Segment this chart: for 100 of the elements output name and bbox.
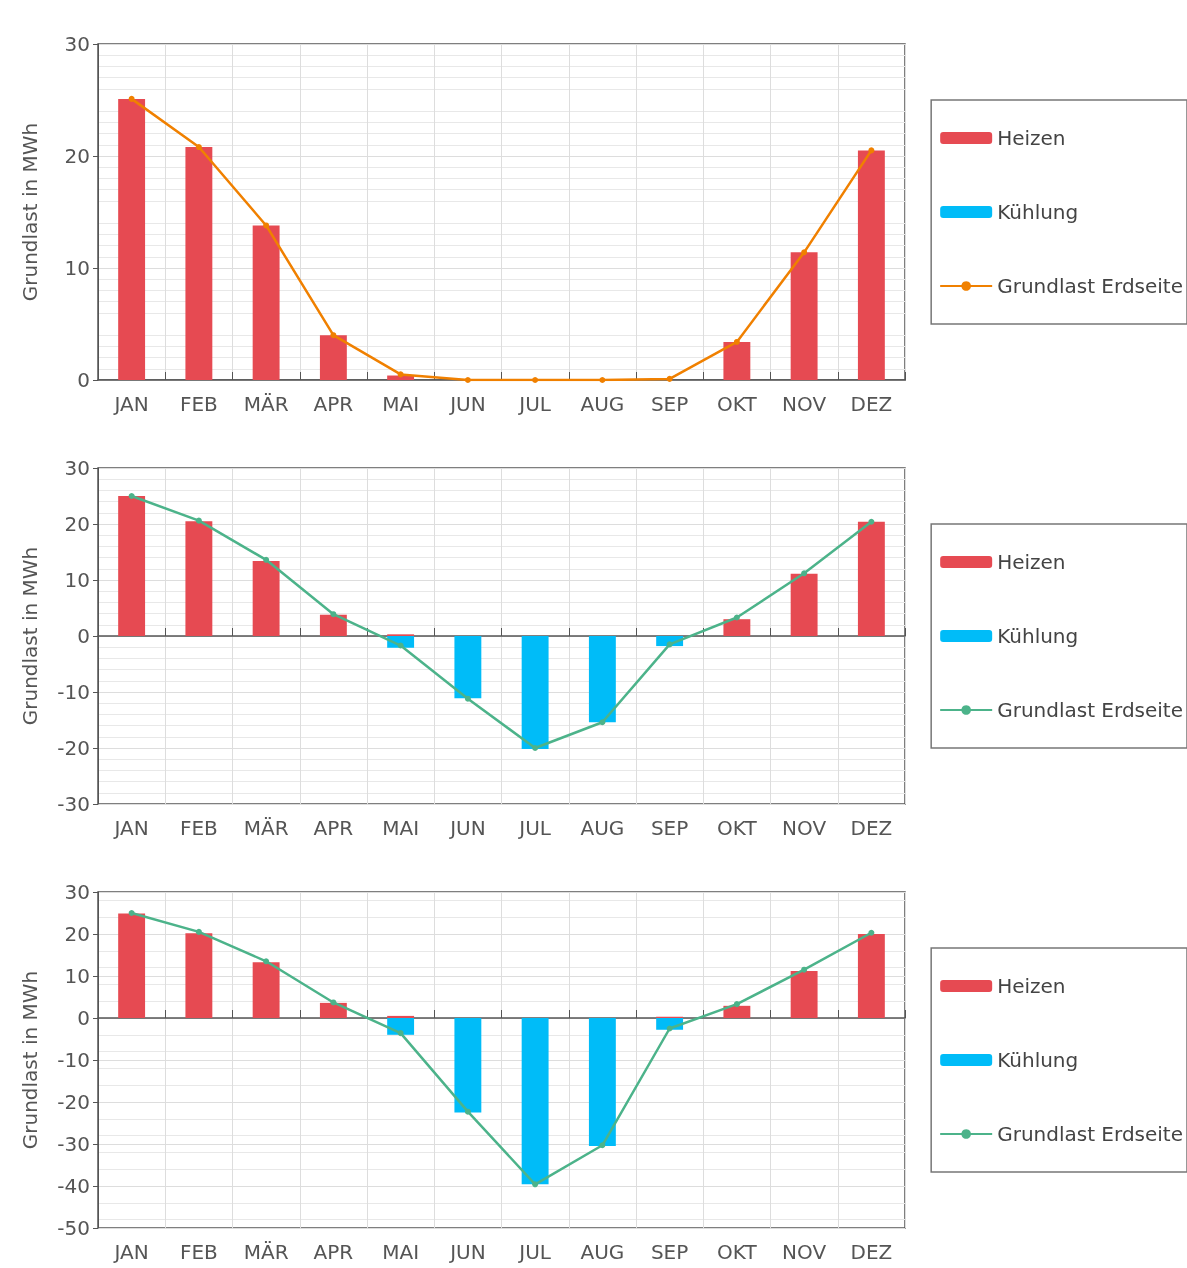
x-tick-label: JUN bbox=[448, 1240, 486, 1264]
point bbox=[263, 556, 270, 563]
legend-label: Kühlung bbox=[997, 200, 1079, 224]
y-tick-label: -10 bbox=[57, 680, 90, 704]
y-tick-label: 20 bbox=[64, 512, 90, 536]
point bbox=[195, 144, 202, 151]
bar bbox=[588, 1018, 616, 1147]
bar bbox=[723, 1005, 751, 1018]
y-tick-label: 10 bbox=[64, 964, 90, 988]
x-tick-label: FEB bbox=[179, 816, 218, 840]
bar bbox=[857, 934, 885, 1018]
bar bbox=[185, 521, 213, 636]
y-tick-label: -10 bbox=[57, 1048, 90, 1072]
point bbox=[599, 377, 606, 383]
x-tick-label: JUL bbox=[517, 1240, 552, 1264]
bar bbox=[857, 150, 885, 380]
x-tick-label: MÄR bbox=[243, 816, 289, 840]
bar bbox=[118, 496, 146, 636]
x-tick-label: JAN bbox=[112, 1240, 149, 1264]
legend-label: Heizen bbox=[997, 550, 1066, 574]
y-tick-label: 0 bbox=[77, 1006, 90, 1030]
x-tick-label: NOV bbox=[782, 816, 827, 840]
point bbox=[397, 1030, 404, 1037]
bar bbox=[790, 252, 818, 380]
x-tick-label: DEZ bbox=[850, 816, 893, 840]
y-tick-label: 10 bbox=[64, 256, 90, 280]
x-tick-label: MÄR bbox=[243, 392, 289, 416]
point bbox=[801, 249, 808, 256]
point bbox=[464, 1108, 471, 1115]
point bbox=[195, 517, 202, 524]
bar bbox=[185, 933, 213, 1018]
x-tick-label: NOV bbox=[782, 1240, 827, 1264]
bar bbox=[521, 636, 549, 750]
y-axis-title: Grundlast in MWh bbox=[18, 546, 42, 726]
bar bbox=[252, 962, 280, 1018]
x-tick-label: FEB bbox=[179, 1240, 218, 1264]
x-tick-label: MAI bbox=[382, 392, 420, 416]
legend-label: Grundlast Erdseite bbox=[997, 274, 1184, 298]
y-axis-title: Grundlast in MWh bbox=[18, 122, 42, 302]
y-tick-label: -20 bbox=[57, 1090, 90, 1114]
x-tick-label: APR bbox=[313, 1240, 354, 1264]
y-axis-title: Grundlast in MWh bbox=[18, 970, 42, 1150]
y-tick-label: 20 bbox=[64, 144, 90, 168]
y-tick-label: -30 bbox=[57, 792, 90, 816]
x-tick-label: DEZ bbox=[850, 392, 893, 416]
point bbox=[599, 719, 606, 726]
point bbox=[868, 147, 875, 154]
x-tick-label: APR bbox=[313, 392, 354, 416]
point bbox=[801, 570, 808, 577]
point bbox=[128, 910, 135, 916]
x-tick-label: SEP bbox=[650, 1240, 689, 1264]
point bbox=[532, 745, 539, 751]
bar bbox=[387, 1015, 415, 1018]
x-tick-label: DEZ bbox=[850, 1240, 893, 1264]
y-tick-label: 20 bbox=[64, 922, 90, 946]
x-tick-label: OKT bbox=[717, 392, 758, 416]
point bbox=[666, 375, 673, 382]
point bbox=[801, 966, 808, 973]
legend-label: Grundlast Erdseite bbox=[997, 698, 1184, 722]
bar bbox=[118, 913, 146, 1018]
y-tick-label: -50 bbox=[57, 1216, 90, 1240]
y-tick-label: -40 bbox=[57, 1174, 90, 1198]
legend-label: Heizen bbox=[997, 974, 1066, 998]
x-tick-label: AUG bbox=[580, 816, 625, 840]
bar bbox=[252, 225, 280, 380]
bar bbox=[319, 335, 347, 380]
legend-label: Heizen bbox=[997, 126, 1066, 150]
y-tick-label: 0 bbox=[77, 624, 90, 648]
x-tick-label: FEB bbox=[179, 392, 218, 416]
point bbox=[330, 332, 337, 339]
point bbox=[464, 695, 471, 702]
bar bbox=[252, 560, 280, 636]
legend-label: Kühlung bbox=[997, 1048, 1079, 1072]
point bbox=[532, 1181, 539, 1188]
point bbox=[128, 493, 135, 499]
x-tick-label: JUL bbox=[517, 816, 552, 840]
x-tick-label: JUN bbox=[448, 816, 486, 840]
bar bbox=[454, 636, 482, 699]
y-tick-label: 30 bbox=[64, 32, 90, 56]
point bbox=[464, 377, 471, 383]
point bbox=[733, 1001, 740, 1008]
point bbox=[733, 338, 740, 345]
y-tick-label: 30 bbox=[64, 456, 90, 480]
x-tick-label: SEP bbox=[650, 392, 689, 416]
point bbox=[263, 958, 270, 965]
x-tick-label: APR bbox=[313, 816, 354, 840]
point bbox=[666, 1025, 673, 1032]
x-tick-label: MAI bbox=[382, 816, 420, 840]
point bbox=[397, 371, 404, 378]
point bbox=[330, 611, 337, 618]
y-tick-label: 10 bbox=[64, 568, 90, 592]
point bbox=[128, 95, 135, 102]
x-tick-label: MÄR bbox=[243, 1240, 289, 1264]
x-tick-label: SEP bbox=[650, 816, 689, 840]
point bbox=[868, 518, 875, 525]
point bbox=[733, 614, 740, 621]
x-tick-label: OKT bbox=[717, 816, 758, 840]
x-tick-label: MAI bbox=[382, 1240, 420, 1264]
bar bbox=[790, 970, 818, 1018]
y-tick-label: 0 bbox=[77, 368, 90, 392]
